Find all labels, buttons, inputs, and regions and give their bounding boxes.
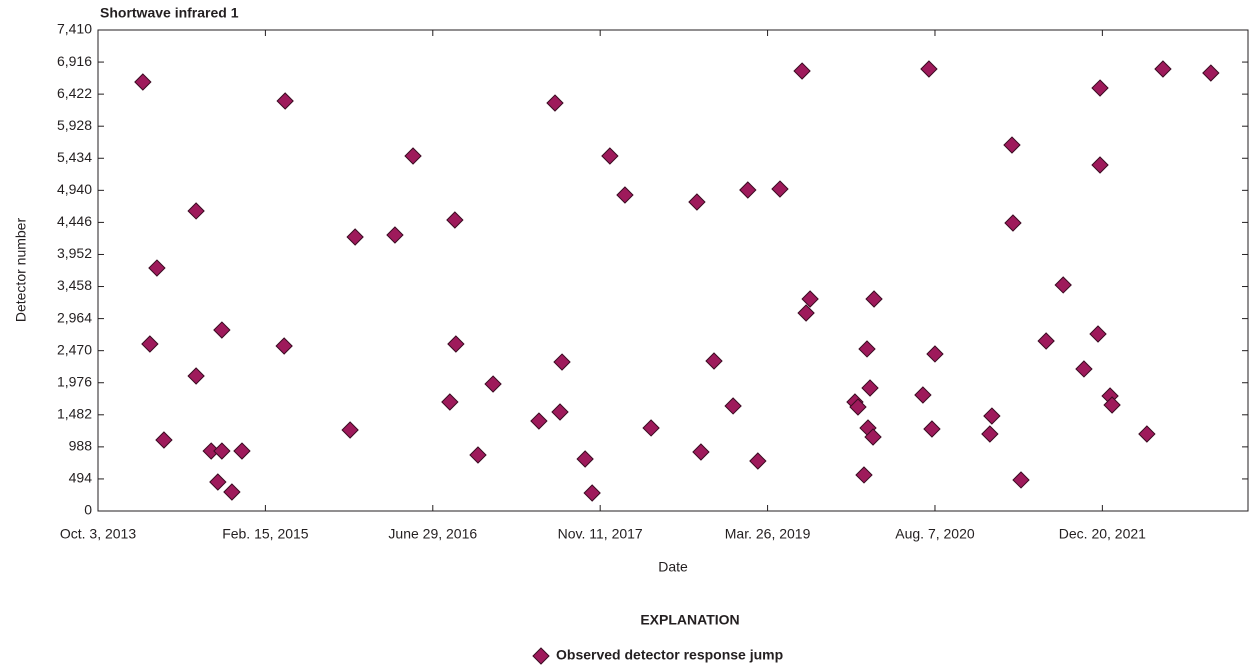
data-point: [797, 304, 815, 322]
data-point: [981, 425, 999, 443]
data-point: [616, 186, 634, 204]
data-point: [1003, 136, 1021, 154]
data-point: [446, 211, 464, 229]
data-point: [223, 483, 241, 501]
data-point: [275, 337, 293, 355]
data-point: [404, 147, 422, 165]
data-point: [724, 397, 742, 415]
plot-frame: [97, 29, 1249, 512]
data-point: [1202, 64, 1220, 82]
data-point: [692, 443, 710, 461]
y-tick-label: 6,916: [57, 53, 92, 69]
y-tick-label: 2,470: [57, 341, 92, 357]
data-point: [855, 466, 873, 484]
data-point: [213, 442, 231, 460]
y-tick-label: 1,976: [57, 373, 92, 389]
x-tick-label: Mar. 26, 2019: [725, 526, 811, 542]
data-point: [209, 473, 227, 491]
data-point: [1089, 325, 1107, 343]
data-point: [346, 228, 364, 246]
data-point: [865, 290, 883, 308]
data-point: [576, 450, 594, 468]
data-point: [1138, 425, 1156, 443]
y-axis-label: Detector number: [13, 218, 29, 323]
data-point: [688, 193, 706, 211]
x-tick-label: June 29, 2016: [388, 526, 477, 542]
legend-label: Observed detector response jump: [556, 647, 783, 663]
data-point: [148, 259, 166, 277]
data-point: [1012, 471, 1030, 489]
data-point: [920, 60, 938, 78]
data-point: [801, 290, 819, 308]
data-point: [861, 379, 879, 397]
data-point: [1091, 156, 1109, 174]
data-point: [1037, 332, 1055, 350]
data-point: [583, 484, 601, 502]
y-tick-label: 3,458: [57, 277, 92, 293]
x-tick-label: Oct. 3, 2013: [60, 526, 136, 542]
y-tick-label: 7,410: [57, 21, 92, 37]
chart-title: Shortwave infrared 1: [100, 5, 239, 21]
x-tick-label: Feb. 15, 2015: [222, 526, 309, 542]
data-point: [233, 442, 251, 460]
legend-title: EXPLANATION: [640, 612, 739, 628]
data-point: [469, 446, 487, 464]
y-tick-label: 4,940: [57, 181, 92, 197]
data-point: [1154, 60, 1172, 78]
data-point: [1054, 276, 1072, 294]
y-tick-label: 5,434: [57, 149, 92, 165]
y-tick-label: 4,446: [57, 213, 92, 229]
data-point: [546, 94, 564, 112]
data-point: [141, 335, 159, 353]
data-point: [1004, 214, 1022, 232]
x-tick-label: Aug. 7, 2020: [895, 526, 975, 542]
data-point: [1103, 396, 1121, 414]
y-tick-label: 1,482: [57, 406, 92, 422]
legend-marker: [532, 647, 550, 665]
data-point: [213, 321, 231, 339]
data-point: [447, 335, 465, 353]
data-point: [341, 421, 359, 439]
data-point: [386, 226, 404, 244]
data-point: [983, 407, 1001, 425]
data-point: [849, 398, 867, 416]
data-point: [793, 62, 811, 80]
data-point: [134, 73, 152, 91]
data-point: [923, 420, 941, 438]
data-point: [642, 419, 660, 437]
y-tick-label: 988: [69, 438, 93, 454]
data-point: [155, 431, 173, 449]
data-point: [1091, 79, 1109, 97]
data-point: [484, 375, 502, 393]
y-tick-label: 5,928: [57, 117, 92, 133]
data-point: [441, 393, 459, 411]
data-point: [926, 345, 944, 363]
data-point: [914, 386, 932, 404]
data-point: [530, 412, 548, 430]
x-axis-label: Date: [658, 559, 688, 575]
data-point: [1075, 360, 1093, 378]
data-point: [858, 340, 876, 358]
data-point: [553, 353, 571, 371]
data-point: [601, 147, 619, 165]
data-point: [739, 181, 757, 199]
data-point: [551, 403, 569, 421]
data-point: [771, 180, 789, 198]
data-point: [864, 428, 882, 446]
data-point: [705, 352, 723, 370]
x-tick-label: Dec. 20, 2021: [1059, 526, 1146, 542]
x-tick-label: Nov. 11, 2017: [558, 526, 643, 542]
data-point: [187, 367, 205, 385]
y-tick-label: 6,422: [57, 85, 92, 101]
y-tick-label: 494: [69, 470, 93, 486]
data-point: [276, 92, 294, 110]
data-point: [187, 202, 205, 220]
y-tick-label: 2,964: [57, 309, 92, 325]
y-tick-label: 3,952: [57, 245, 92, 261]
data-point: [749, 452, 767, 470]
y-tick-label: 0: [84, 502, 92, 518]
